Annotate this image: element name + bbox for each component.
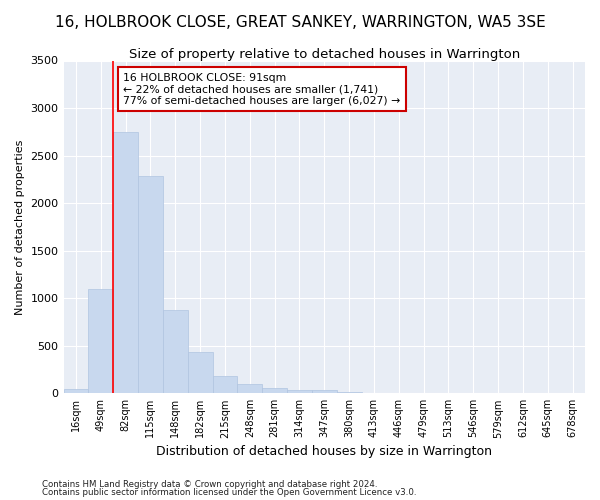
Bar — [64, 388, 88, 394]
Bar — [337, 392, 362, 394]
Y-axis label: Number of detached properties: Number of detached properties — [15, 139, 25, 314]
Bar — [113, 132, 138, 394]
Bar — [312, 390, 337, 394]
Bar — [88, 288, 113, 394]
Title: Size of property relative to detached houses in Warrington: Size of property relative to detached ho… — [128, 48, 520, 60]
Text: Contains HM Land Registry data © Crown copyright and database right 2024.: Contains HM Land Registry data © Crown c… — [42, 480, 377, 489]
Text: 16 HOLBROOK CLOSE: 91sqm
← 22% of detached houses are smaller (1,741)
77% of sem: 16 HOLBROOK CLOSE: 91sqm ← 22% of detach… — [123, 73, 400, 106]
Bar — [238, 384, 262, 394]
Text: Contains public sector information licensed under the Open Government Licence v3: Contains public sector information licen… — [42, 488, 416, 497]
Bar — [262, 388, 287, 394]
Bar — [212, 376, 238, 394]
Bar — [188, 352, 212, 394]
Bar — [138, 176, 163, 394]
Text: 16, HOLBROOK CLOSE, GREAT SANKEY, WARRINGTON, WA5 3SE: 16, HOLBROOK CLOSE, GREAT SANKEY, WARRIN… — [55, 15, 545, 30]
X-axis label: Distribution of detached houses by size in Warrington: Distribution of detached houses by size … — [156, 444, 492, 458]
Bar — [163, 310, 188, 394]
Bar — [287, 390, 312, 394]
